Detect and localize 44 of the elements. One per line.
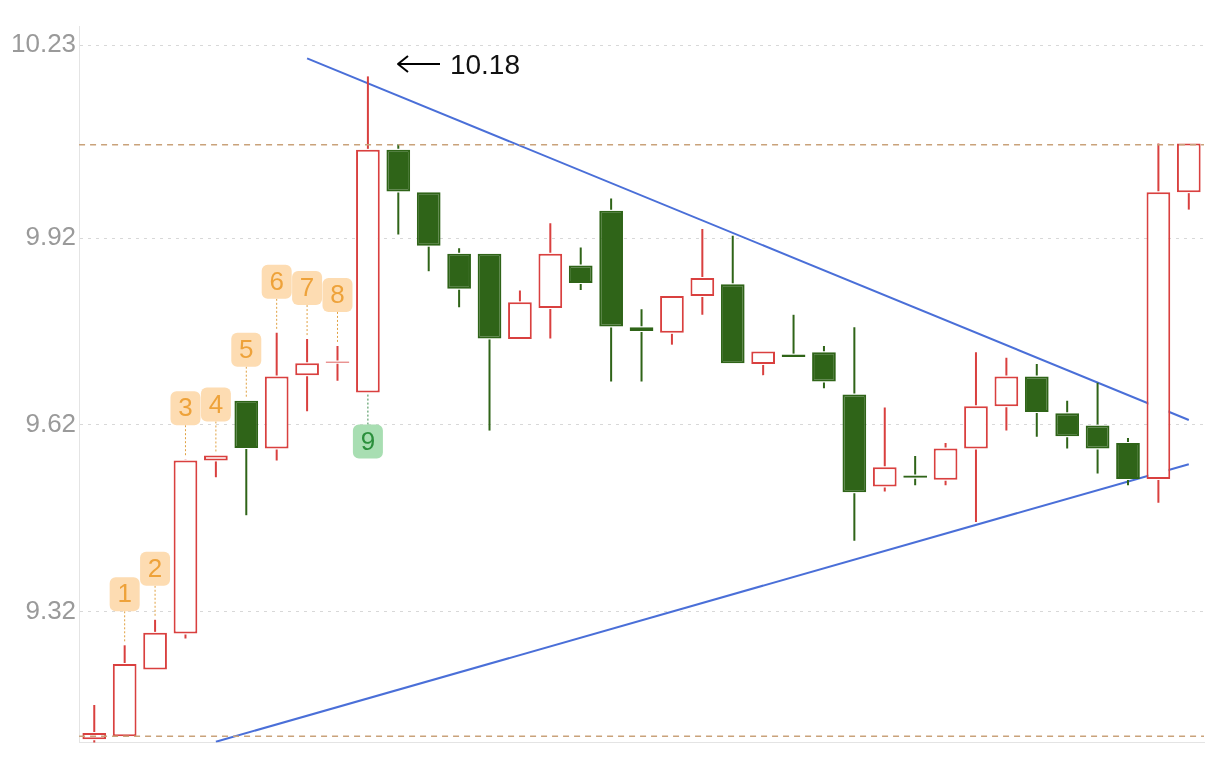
candlestick (204, 455, 228, 479)
candlestick (356, 75, 380, 393)
candlestick (933, 442, 958, 487)
text: 5 (239, 333, 254, 364)
y-tick-label: 9.92 (25, 221, 77, 252)
candlestick (264, 331, 289, 462)
candlestick (447, 247, 471, 309)
y-tick-label: 9.62 (25, 408, 77, 439)
text: 7 (299, 272, 315, 303)
candlestick (386, 143, 411, 236)
candlestick (842, 326, 867, 542)
y-tick-label: 10.23 (10, 28, 77, 59)
candlestick (1055, 399, 1080, 450)
text: 9 (360, 425, 376, 456)
text: 6 (269, 266, 284, 297)
candlestick (234, 400, 259, 517)
candlestick (1085, 381, 1110, 475)
candlestick (416, 192, 441, 273)
candlestick (994, 356, 1019, 432)
text: 8 (330, 279, 345, 310)
candlestick (112, 644, 137, 737)
candlestick (720, 234, 745, 364)
text: 3 (178, 392, 193, 423)
candlestick (1116, 437, 1140, 487)
candlestick (599, 197, 623, 383)
candlestick (812, 344, 836, 390)
text: 1 (117, 578, 132, 609)
candlestick (295, 338, 319, 413)
candlestick (964, 351, 988, 524)
candlestick (538, 222, 563, 340)
candlestick (508, 289, 532, 340)
candlestick (872, 406, 897, 493)
candlestick (660, 296, 684, 346)
candlestick (1024, 362, 1049, 438)
candlestick (690, 227, 715, 316)
candlestick (568, 246, 593, 291)
candlestick (477, 253, 502, 432)
candlestick (1176, 143, 1201, 211)
candlestick (143, 618, 167, 670)
annotation: 10.18 (449, 49, 520, 81)
y-tick-label: 9.32 (25, 594, 77, 625)
text: 2 (147, 552, 163, 583)
candlestick (751, 351, 775, 377)
text: 4 (208, 388, 224, 419)
